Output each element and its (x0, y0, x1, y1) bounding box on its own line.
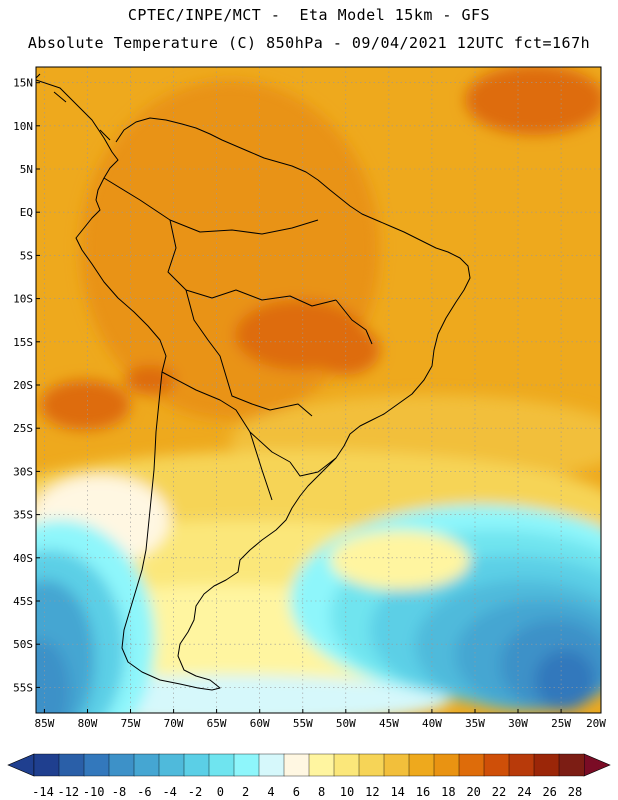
colorbar-label: 20 (466, 785, 480, 799)
colorbar-swatch (508, 753, 535, 777)
lat-label: 15S (13, 336, 33, 349)
colorbar-swatch (358, 753, 385, 777)
colorbar-label: 22 (492, 785, 506, 799)
lat-label: 15N (13, 77, 33, 90)
colorbar-swatch (183, 753, 210, 777)
lon-label: 85W (34, 717, 54, 730)
lon-label: 35W (465, 717, 485, 730)
colorbar-label: -4 (162, 785, 176, 799)
colorbar-swatch (208, 753, 235, 777)
colorbar-label: 18 (441, 785, 455, 799)
colorbar-label: 24 (517, 785, 531, 799)
coastlines (36, 73, 471, 691)
colorbar-swatch (258, 753, 285, 777)
latitude-labels: 15N 10N 5N EQ 5S 10S 15S 20S 25S 30S 35S… (13, 77, 33, 695)
colorbar-label: 16 (416, 785, 430, 799)
lon-label: 80W (78, 717, 98, 730)
colorbar-label: -14 (32, 785, 54, 799)
colorbar-swatch (83, 753, 110, 777)
colorbar-label: 8 (318, 785, 325, 799)
lat-label: 30S (13, 465, 33, 478)
colorbar-label: 28 (568, 785, 582, 799)
colorbar-label: 4 (267, 785, 274, 799)
colorbar-swatch (408, 753, 435, 777)
colorbar-label: -2 (188, 785, 202, 799)
colorbar-swatch (433, 753, 460, 777)
lon-label: 25W (551, 717, 571, 730)
lon-label: 75W (121, 717, 141, 730)
colorbar-swatch (533, 753, 560, 777)
colorbar-label: 2 (242, 785, 249, 799)
colorbar-label: -8 (112, 785, 126, 799)
lat-label: 10N (13, 120, 33, 133)
title-line-2: Absolute Temperature (C) 850hPa - 09/04/… (27, 34, 591, 52)
colorbar-swatch (33, 753, 60, 777)
lat-label: EQ (20, 206, 33, 219)
colorbar-label: -12 (57, 785, 79, 799)
colorbar-swatch (158, 753, 185, 777)
lon-label: 50W (336, 717, 356, 730)
colorbar-swatch (233, 753, 260, 777)
lon-label: 20W (586, 717, 606, 730)
colorbar-swatch (108, 753, 135, 777)
lon-label: 55W (293, 717, 313, 730)
colorbar-swatch (308, 753, 335, 777)
lat-label: 5S (20, 249, 33, 262)
colorbar-label: 0 (217, 785, 224, 799)
colorbar-over-arrow (583, 753, 611, 777)
colorbar-label: 10 (340, 785, 354, 799)
lat-label: 20S (13, 379, 33, 392)
colorbar-swatch (283, 753, 310, 777)
colorbar: -14 -12 -10 -8 -6 -4 -2 0 2 4 6 8 10 12 14 16 18 20 22 24 26… (7, 753, 611, 799)
lat-label: 10S (13, 293, 33, 306)
tick-marks (36, 82, 562, 713)
lat-label: 35S (13, 509, 33, 522)
lat-label: 50S (13, 638, 33, 651)
colorbar-label: 26 (542, 785, 556, 799)
lon-label: 30W (508, 717, 528, 730)
longitude-labels: 85W 80W 75W 70W 65W 60W 55W 50W 45W 40W … (34, 717, 606, 730)
lon-label: 70W (164, 717, 184, 730)
colorbar-swatch (458, 753, 485, 777)
colorbar-swatch (483, 753, 510, 777)
colorbar-swatch (333, 753, 360, 777)
lon-label: 45W (379, 717, 399, 730)
colorbar-under-arrow (7, 753, 35, 777)
lat-label: 5N (20, 163, 33, 176)
colorbar-label: 12 (365, 785, 379, 799)
lon-label: 65W (207, 717, 227, 730)
colorbar-swatch (133, 753, 160, 777)
colorbar-swatch (558, 753, 585, 777)
colorbar-swatch (58, 753, 85, 777)
colorbar-label: -6 (137, 785, 151, 799)
lat-label: 40S (13, 552, 33, 565)
lat-label: 55S (13, 681, 33, 694)
title-line-1: CPTEC/INPE/MCT - Eta Model 15km - GFS (127, 6, 491, 24)
colorbar-label: 6 (293, 785, 300, 799)
lat-label: 45S (13, 595, 33, 608)
colorbar-label: -10 (83, 785, 105, 799)
map-frame (35, 66, 602, 714)
colorbar-label: 14 (390, 785, 404, 799)
colorbar-swatch (383, 753, 410, 777)
lat-label: 25S (13, 422, 33, 435)
lon-label: 40W (422, 717, 442, 730)
lon-label: 60W (250, 717, 270, 730)
temperature-field (36, 67, 601, 713)
